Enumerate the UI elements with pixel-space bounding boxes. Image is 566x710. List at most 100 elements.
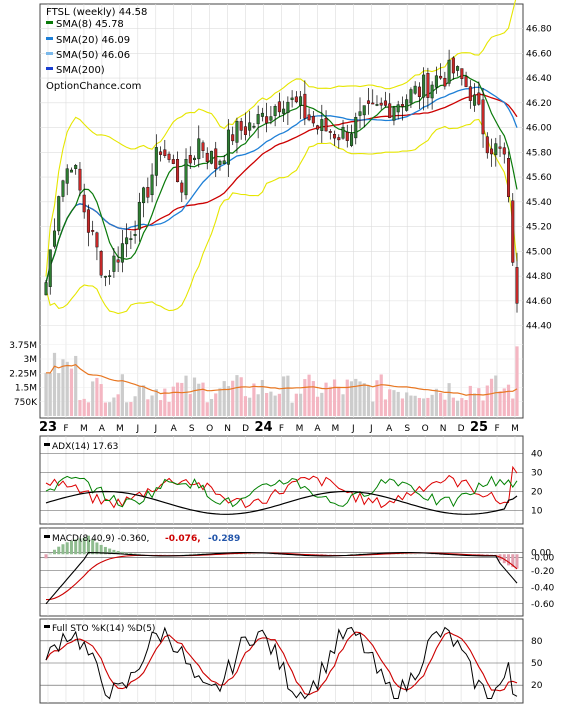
candle-body [354, 117, 357, 138]
price-tick-label: 44.80 [526, 272, 552, 282]
volume-bar [61, 359, 64, 416]
indicator-tick-label: 80 [531, 637, 543, 647]
legend-swatch-sma20 [46, 37, 53, 40]
volume-bar [142, 385, 145, 416]
candle-body [444, 78, 447, 86]
volume-bar [494, 376, 497, 416]
candle-body [511, 201, 514, 263]
volume-bar [337, 387, 340, 416]
volume-bar [146, 399, 149, 416]
indicator-tick-label: 50 [531, 659, 543, 669]
price-tick-label: 45.20 [526, 223, 552, 233]
volume-bar [167, 402, 170, 416]
legend-source: OptionChance.com [46, 81, 141, 92]
candle-body [274, 106, 277, 115]
volume-bar [91, 381, 94, 416]
candle-body [321, 119, 324, 130]
x-tick-label: F [279, 424, 284, 434]
candle-body [384, 101, 387, 106]
volume-bar [100, 384, 103, 416]
candle-body [478, 93, 481, 105]
volume-bar [443, 400, 446, 416]
volume-bar [371, 401, 374, 416]
volume-bar [87, 402, 90, 416]
price-tick-label: 45.80 [526, 148, 552, 158]
macd-swatch [44, 535, 50, 538]
volume-bar [201, 383, 204, 416]
candle-body [287, 102, 290, 113]
volume-bar [257, 394, 260, 416]
volume-bar [414, 396, 417, 416]
candle-body [410, 90, 413, 104]
macd-hist-bar [516, 554, 519, 568]
candle-body [180, 183, 183, 192]
candle-body [486, 137, 489, 153]
volume-bar [150, 395, 153, 416]
price-tick-label: 46.20 [526, 99, 552, 109]
candle-body [431, 85, 434, 98]
candle-body [312, 116, 315, 123]
volume-bar [172, 387, 175, 416]
volume-bar [464, 400, 467, 416]
x-tick-label: O [422, 424, 429, 434]
candle-body [333, 134, 336, 138]
volume-bar [227, 386, 230, 416]
candle-body [53, 231, 56, 247]
candle-body [159, 152, 162, 155]
volume-tick-label: 3.75M [9, 341, 37, 351]
candle-body [147, 187, 150, 197]
volume-bar [66, 362, 69, 416]
x-tick-label: N [224, 424, 231, 434]
price-tick-label: 45.00 [526, 247, 552, 257]
candle-body [405, 100, 408, 111]
candle-body [469, 87, 472, 101]
candle-body [503, 148, 506, 155]
volume-bar [159, 400, 162, 416]
x-tick-label: D [458, 424, 465, 434]
candle-body [66, 169, 69, 184]
volume-bar [112, 397, 115, 416]
candle-body [121, 244, 124, 263]
volume-bar [235, 375, 238, 416]
candle-body [329, 131, 332, 132]
candle-body [397, 105, 400, 112]
volume-bar [214, 393, 217, 416]
candle-body [452, 58, 455, 73]
candle-body [219, 161, 222, 165]
candle-body [164, 150, 167, 156]
candle-body [206, 153, 209, 162]
candle-body [253, 126, 256, 127]
candle-body [448, 60, 451, 83]
candle-body [176, 159, 179, 182]
volume-bar [456, 401, 459, 416]
volume-bar [367, 386, 370, 416]
candle-body [265, 116, 268, 123]
candle-body [151, 175, 154, 195]
candle-body [113, 256, 116, 272]
volume-bar [341, 394, 344, 416]
volume-bar [469, 386, 472, 416]
volume-bar [303, 379, 306, 416]
volume-bar [274, 396, 277, 416]
candle-body [172, 159, 175, 163]
x-tick-label: 23 [39, 420, 57, 435]
volume-bar [431, 395, 434, 416]
candle-body [87, 210, 90, 233]
volume-bar [477, 388, 480, 416]
macd-value: -0.360, [118, 534, 150, 544]
macd-hist-bar [134, 554, 137, 555]
candle-body [168, 154, 171, 160]
volume-bar [155, 389, 158, 416]
volume-bar [397, 392, 400, 416]
x-tick-label: J [153, 424, 157, 434]
indicator-tick-label: 30 [531, 469, 543, 479]
volume-bar [252, 383, 255, 416]
volume-bar [184, 376, 187, 416]
volume-bar [515, 346, 518, 416]
volume-bar [388, 389, 391, 416]
candle-body [401, 104, 404, 106]
volume-bar [422, 398, 425, 416]
sto-swatch [44, 625, 50, 628]
candle-body [494, 144, 497, 155]
candle-body [465, 77, 468, 87]
